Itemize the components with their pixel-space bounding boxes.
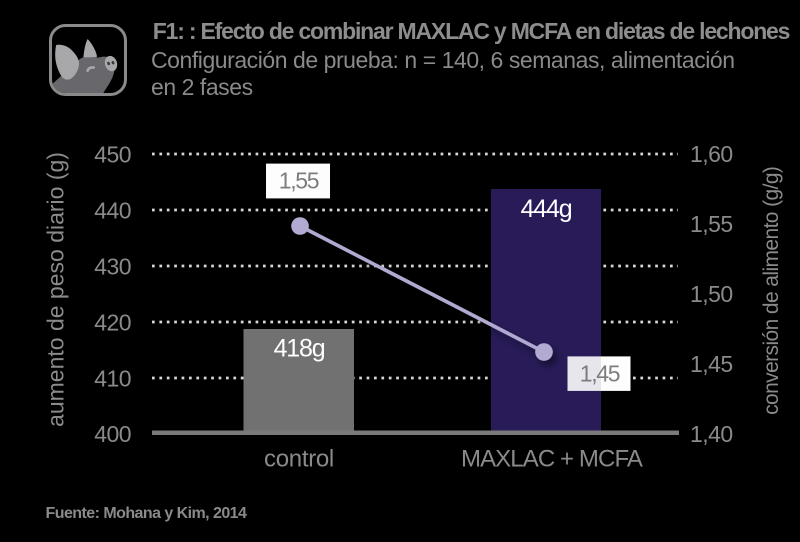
svg-text:1,45: 1,45 xyxy=(690,351,733,377)
svg-text:420: 420 xyxy=(94,310,131,336)
svg-text:1,60: 1,60 xyxy=(690,141,733,167)
svg-text:1,40: 1,40 xyxy=(690,421,733,447)
svg-text:418g: 418g xyxy=(274,335,325,363)
svg-text:F1: : Efecto de combinar MAXLA: F1: : Efecto de combinar MAXLAC y MCFA e… xyxy=(153,18,790,44)
svg-text:440: 440 xyxy=(94,198,131,224)
svg-text:400: 400 xyxy=(94,421,131,447)
svg-text:aumento de peso diario (g): aumento de peso diario (g) xyxy=(43,152,69,427)
svg-text:MAXLAC + MCFA: MAXLAC + MCFA xyxy=(461,446,643,473)
svg-text:Configuración de prueba: n = 1: Configuración de prueba: n = 140, 6 sema… xyxy=(151,47,735,73)
svg-text:444g: 444g xyxy=(521,195,572,223)
svg-text:410: 410 xyxy=(94,366,131,392)
svg-text:450: 450 xyxy=(94,142,131,168)
svg-text:Fuente: Mohana y Kim, 2014: Fuente: Mohana y Kim, 2014 xyxy=(46,505,248,522)
svg-text:1,45: 1,45 xyxy=(580,361,620,387)
svg-text:en 2 fases: en 2 fases xyxy=(151,74,253,100)
svg-text:430: 430 xyxy=(94,254,131,280)
svg-text:1,55: 1,55 xyxy=(690,211,733,237)
svg-text:1,50: 1,50 xyxy=(690,281,733,307)
svg-text:1,55: 1,55 xyxy=(279,167,319,193)
svg-text:conversión de alimento (g/g): conversión de alimento (g/g) xyxy=(760,167,783,415)
svg-text:control: control xyxy=(264,446,334,473)
